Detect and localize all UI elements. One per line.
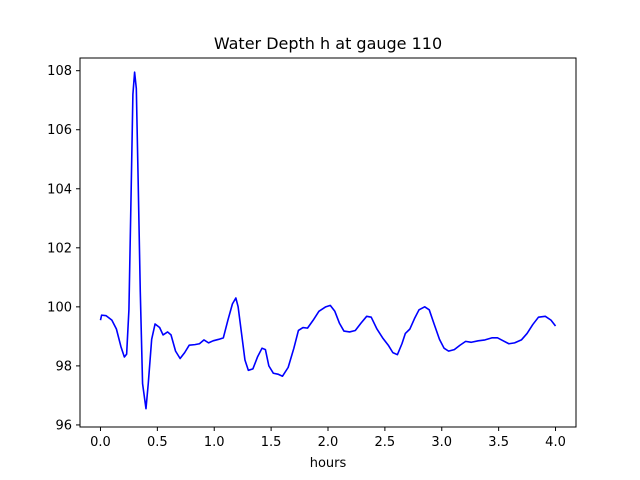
y-tick-label: 108 — [47, 64, 72, 79]
x-tick-label: 2.5 — [375, 435, 396, 450]
y-tick-label: 104 — [47, 182, 72, 197]
x-tick-label: 2.0 — [318, 435, 339, 450]
x-tick-label: 1.0 — [204, 435, 225, 450]
series-line-0 — [99, 71, 557, 410]
x-axis: 0.0 0.5 1.0 1.5 2.0 2.5 3.0 3.5 4.0 — [90, 427, 566, 450]
plot-area — [99, 71, 557, 410]
chart-title: Water Depth h at gauge 110 — [214, 34, 442, 53]
x-tick-label: 4.0 — [545, 435, 566, 450]
y-tick-label: 102 — [47, 241, 72, 256]
y-tick-label: 96 — [55, 418, 72, 433]
x-axis-label: hours — [310, 456, 347, 471]
x-tick-label: 0.5 — [147, 435, 168, 450]
x-tick-label: 3.0 — [431, 435, 452, 450]
plot-frame — [79, 57, 577, 428]
x-tick-label: 3.5 — [488, 435, 509, 450]
y-tick-label: 100 — [47, 300, 72, 315]
y-axis: 96 98 100 102 104 106 108 — [47, 64, 80, 433]
y-tick-label: 98 — [55, 359, 72, 374]
x-tick-label: 0.0 — [90, 435, 111, 450]
y-tick-label: 106 — [47, 123, 72, 138]
x-tick-label: 1.5 — [261, 435, 282, 450]
